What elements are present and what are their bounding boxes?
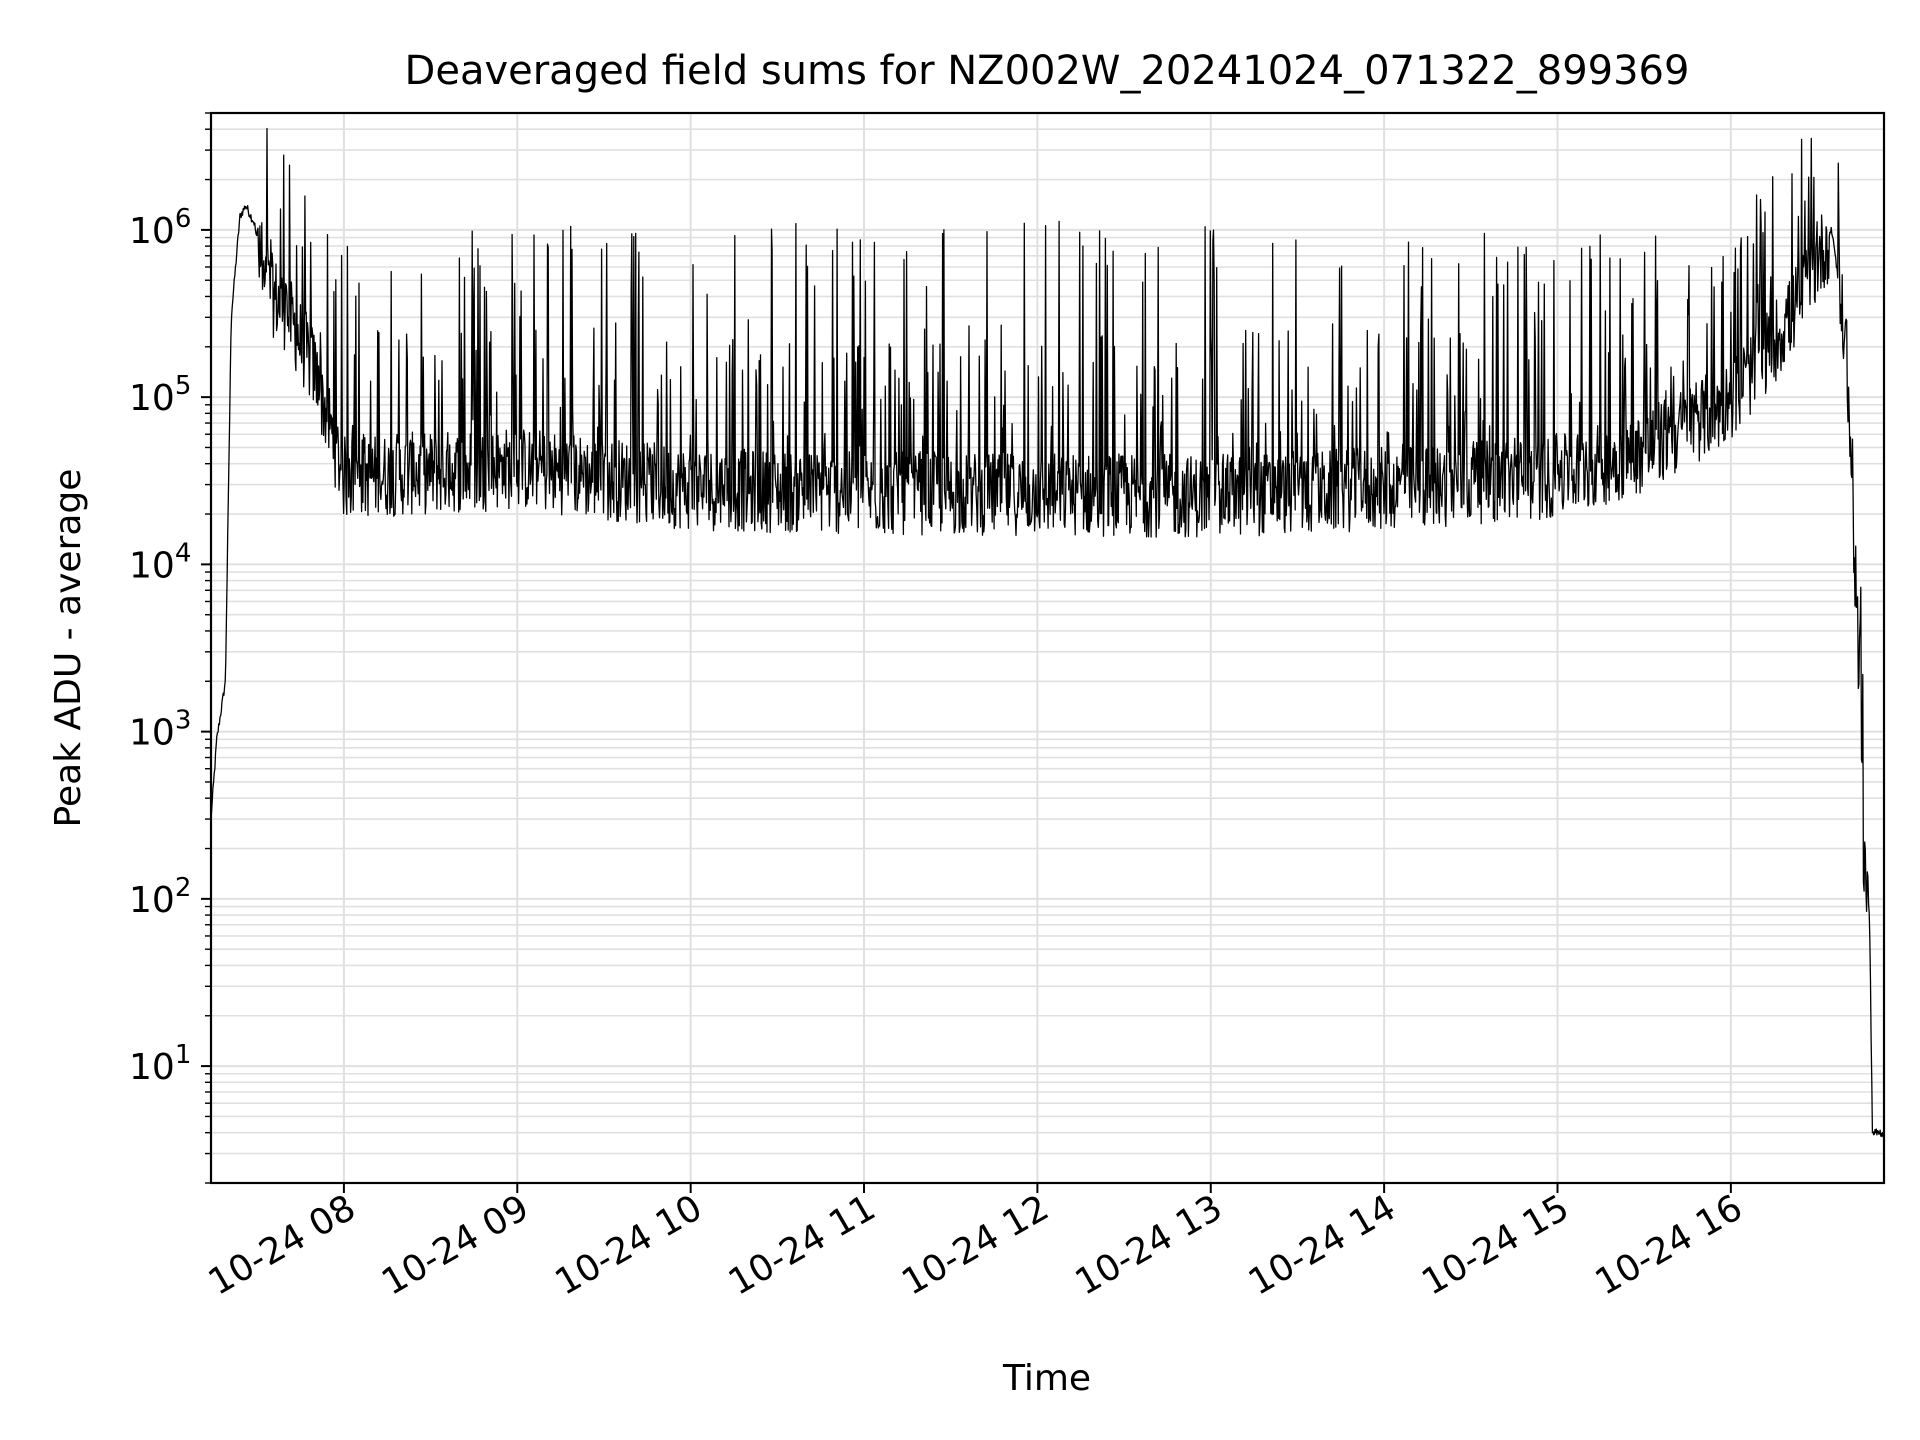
y-tick-label: 101: [129, 1040, 191, 1088]
y-tick-label: 103: [129, 706, 191, 754]
y-axis-label: Peak ADU - average: [48, 469, 89, 828]
y-tick-label: 105: [129, 371, 191, 419]
x-axis-label: Time: [1002, 1358, 1091, 1399]
data-series: [210, 127, 1885, 1138]
chart-title: Deaveraged field sums for NZ002W_2024102…: [405, 48, 1690, 94]
y-tick-label: 102: [129, 873, 191, 921]
y-tick-label: 104: [129, 538, 191, 586]
series-line: [210, 127, 1885, 1138]
plot-frame: [209, 111, 1886, 1185]
y-tick-label: 106: [129, 204, 191, 252]
